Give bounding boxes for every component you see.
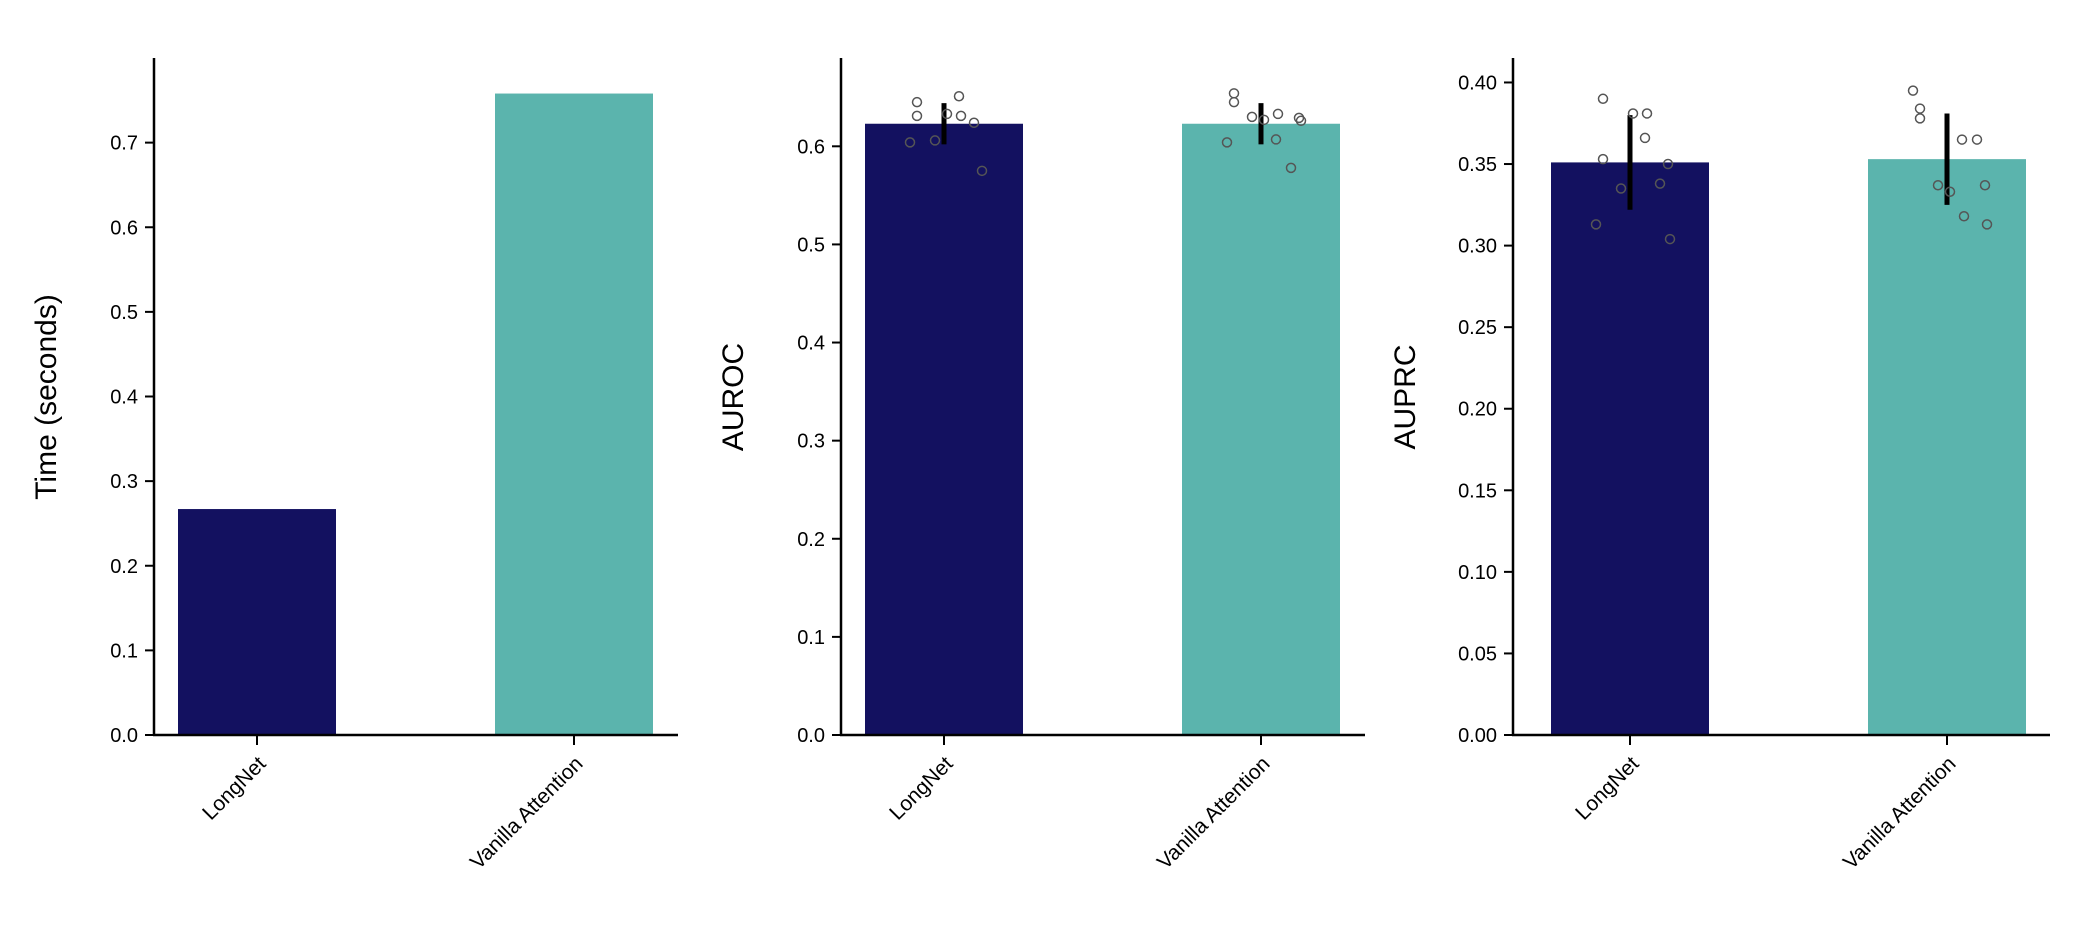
y-tick-label: 0.30: [1458, 236, 1497, 258]
data-point: [1221, 137, 1233, 148]
y-tick-label: 0.4: [797, 333, 825, 355]
data-point: [1597, 153, 1609, 165]
data-point: [1956, 134, 1968, 145]
y-tick-label: 0.5: [110, 302, 138, 324]
y-tick-label: 0.5: [797, 234, 825, 256]
bar-vanilla-attention: [1182, 123, 1340, 736]
y-tick-label: 0.0: [110, 725, 138, 747]
y-axis-label: Time (seconds): [30, 294, 63, 500]
data-point: [953, 91, 965, 102]
data-point: [968, 117, 980, 129]
data-point: [1258, 114, 1270, 126]
data-point: [1654, 178, 1666, 189]
data-point: [1228, 96, 1240, 108]
data-point: [1979, 179, 1991, 191]
y-tick-label: 0.6: [110, 217, 138, 239]
data-point: [1639, 132, 1651, 144]
bar-vanilla-attention: [495, 93, 653, 736]
data-point: [1597, 93, 1609, 105]
y-tick-label: 0.10: [1458, 562, 1497, 584]
y-tick-label: 0.40: [1458, 72, 1497, 94]
data-point: [1914, 113, 1926, 124]
y-tick-label: 0.2: [110, 556, 138, 578]
y-tick-label: 0.7: [110, 133, 138, 155]
x-tick-label: Vanilla Attention: [466, 752, 588, 874]
data-point: [1615, 183, 1627, 194]
data-point: [976, 165, 988, 177]
y-tick-label: 0.05: [1458, 643, 1497, 665]
data-point: [1295, 115, 1307, 127]
y-tick-label: 0.4: [110, 387, 138, 409]
data-point: [1932, 179, 1944, 191]
data-point: [1958, 210, 1970, 222]
y-tick-label: 0.00: [1458, 725, 1497, 747]
y-tick-label: 0.3: [797, 431, 825, 453]
bar-vanilla-attention: [1868, 159, 2026, 736]
data-point: [1664, 233, 1676, 245]
y-tick-label: 0.1: [797, 627, 825, 649]
data-point: [1627, 108, 1639, 119]
y-tick-label: 0.1: [110, 640, 138, 662]
data-point: [904, 137, 916, 148]
x-tick-label: Vanilla Attention: [1839, 752, 1961, 874]
data-point: [1914, 103, 1926, 114]
y-tick-label: 0.35: [1458, 154, 1497, 176]
data-point: [1662, 158, 1674, 170]
data-point: [1981, 219, 1993, 230]
data-point: [1971, 134, 1983, 145]
bar-longnet: [178, 509, 336, 735]
y-axis-label: AUPRC: [1389, 344, 1422, 449]
chart-3: 0.00 0.05 0.10 0.15 0.20 0.25 0.30 0.35 0.40 Long…: [1389, 58, 2050, 874]
x-tick-label: LongNet: [885, 752, 958, 825]
y-tick-label: 0.6: [797, 136, 825, 158]
data-point: [941, 108, 953, 120]
y-tick-label: 0.0: [797, 725, 825, 747]
data-point: [1641, 108, 1653, 119]
x-tick-label: LongNet: [1571, 752, 1644, 825]
data-point: [911, 96, 923, 108]
data-point: [1272, 108, 1284, 120]
data-point: [1270, 134, 1282, 145]
chart-1: 0.0 0.1 0.2 0.3 0.4 0.5 0.6 0.7 LongNet Vanilla A…: [30, 58, 678, 874]
data-point: [1590, 219, 1602, 230]
y-tick-label: 0.15: [1458, 480, 1497, 502]
data-point: [1293, 112, 1305, 124]
y-tick-label: 0.2: [797, 529, 825, 551]
y-tick-label: 0.20: [1458, 399, 1497, 421]
data-point: [929, 135, 941, 146]
data-point: [911, 110, 923, 122]
x-tick-label: LongNet: [198, 752, 271, 825]
data-point: [1228, 88, 1240, 99]
x-tick-label: Vanilla Attention: [1153, 752, 1275, 874]
data-point: [955, 110, 967, 122]
data-point: [1944, 186, 1956, 198]
y-tick-label: 0.25: [1458, 317, 1497, 339]
data-point: [1246, 111, 1258, 123]
bar-longnet: [1551, 162, 1709, 736]
data-point: [1907, 85, 1919, 96]
chart-2: 0.0 0.1 0.2 0.3 0.4 0.5 0.6 LongNet Vanilla Atte…: [717, 58, 1365, 874]
y-tick-label: 0.3: [110, 471, 138, 493]
bar-longnet: [865, 123, 1023, 736]
data-point: [1285, 162, 1297, 174]
y-axis-label: AUROC: [717, 343, 750, 451]
